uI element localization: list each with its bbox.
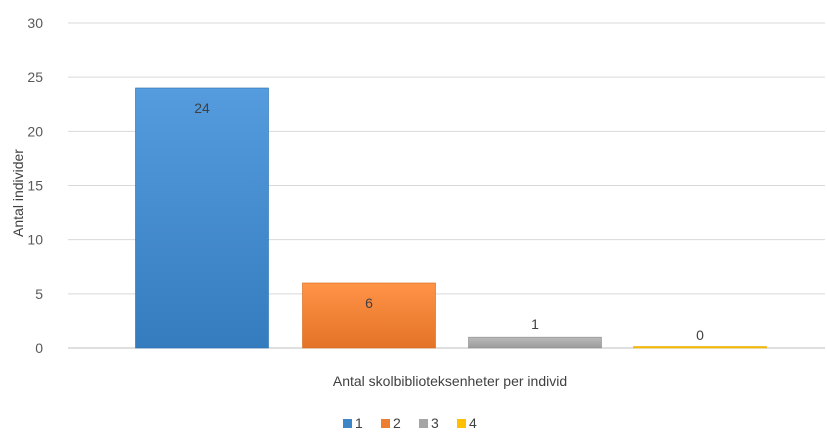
legend-item-3: 3 <box>419 415 439 431</box>
bar-series-2 <box>302 282 436 349</box>
y-tick-label: 30 <box>27 15 43 31</box>
y-tick-label: 10 <box>27 232 43 248</box>
data-label-series-4: 0 <box>696 327 704 343</box>
bar-series-3 <box>468 336 602 349</box>
data-label-series-3: 1 <box>531 316 539 332</box>
y-tick-label: 15 <box>27 178 43 194</box>
legend-label: 1 <box>355 415 363 431</box>
bar-series-1 <box>135 87 269 349</box>
bars <box>135 87 767 349</box>
x-axis-title: Antal skolbiblioteksenheter per individ <box>333 373 567 389</box>
y-axis-tick-labels: 0 5 10 15 20 25 30 <box>27 15 43 356</box>
legend-swatch <box>381 419 390 428</box>
legend-swatch <box>419 419 428 428</box>
y-tick-label: 5 <box>35 286 43 302</box>
legend-label: 4 <box>469 415 477 431</box>
legend-item-4: 4 <box>457 415 477 431</box>
data-label-series-2: 6 <box>365 295 373 311</box>
data-labels: 24 6 1 0 <box>194 100 704 343</box>
legend-label: 2 <box>393 415 401 431</box>
bar-series-4 <box>633 346 767 349</box>
y-tick-label: 0 <box>35 340 43 356</box>
legend-item-2: 2 <box>381 415 401 431</box>
legend: 1 2 3 4 <box>343 415 477 431</box>
y-axis-title: Antal individer <box>10 149 26 237</box>
y-tick-label: 25 <box>27 69 43 85</box>
legend-swatch <box>457 419 466 428</box>
y-tick-label: 20 <box>27 123 43 139</box>
data-label-series-1: 24 <box>194 100 210 116</box>
legend-swatch <box>343 419 352 428</box>
legend-item-1: 1 <box>343 415 363 431</box>
legend-label: 3 <box>431 415 439 431</box>
